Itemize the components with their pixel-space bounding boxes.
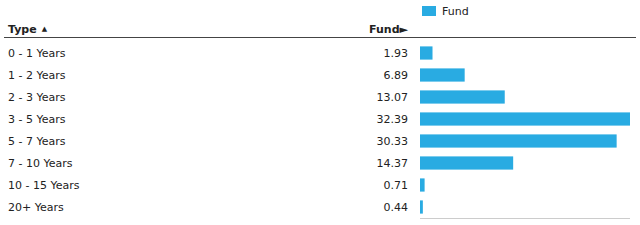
x-axis-line	[420, 218, 630, 219]
data-label: 0.44	[384, 201, 409, 214]
data-label: 0.71	[384, 179, 409, 192]
category-label: 20+ Years	[8, 201, 64, 214]
category-label: 5 - 7 Years	[8, 135, 66, 148]
data-label: 30.33	[377, 135, 409, 148]
bars	[420, 46, 630, 213]
column-header: Fund►	[369, 23, 409, 36]
bar	[420, 156, 513, 169]
bar	[420, 178, 425, 191]
sort-arrow: ▲	[42, 25, 48, 33]
bar	[420, 112, 630, 125]
bar	[420, 134, 617, 147]
bar	[420, 46, 433, 59]
category-label: 3 - 5 Years	[8, 113, 66, 126]
category-label: 1 - 2 Years	[8, 69, 66, 82]
divider	[4, 37, 636, 38]
data-label: 14.37	[377, 157, 409, 170]
column-header: Type	[8, 23, 37, 36]
bar	[420, 200, 423, 213]
chart-svg: Fund Type ▲ Fund► 0 - 1 Years 1.93 1 - 2 Years…	[0, 0, 640, 225]
data-label: 6.89	[384, 69, 409, 82]
category-label: 2 - 3 Years	[8, 91, 66, 104]
category-label: 10 - 15 Years	[8, 179, 80, 192]
legend-swatch	[422, 6, 436, 16]
legend: Fund	[422, 5, 469, 18]
bar	[420, 90, 505, 103]
chart-container: Fund Type ▲ Fund► 0 - 1 Years 1.93 1 - 2 Years…	[0, 0, 640, 225]
data-label: 32.39	[377, 113, 409, 126]
legend-label: Fund	[442, 5, 469, 18]
category-label: 7 - 10 Years	[8, 157, 73, 170]
bar	[420, 68, 465, 81]
data-label: 1.93	[384, 47, 409, 60]
data-label: 13.07	[377, 91, 409, 104]
category-label: 0 - 1 Years	[8, 47, 66, 60]
